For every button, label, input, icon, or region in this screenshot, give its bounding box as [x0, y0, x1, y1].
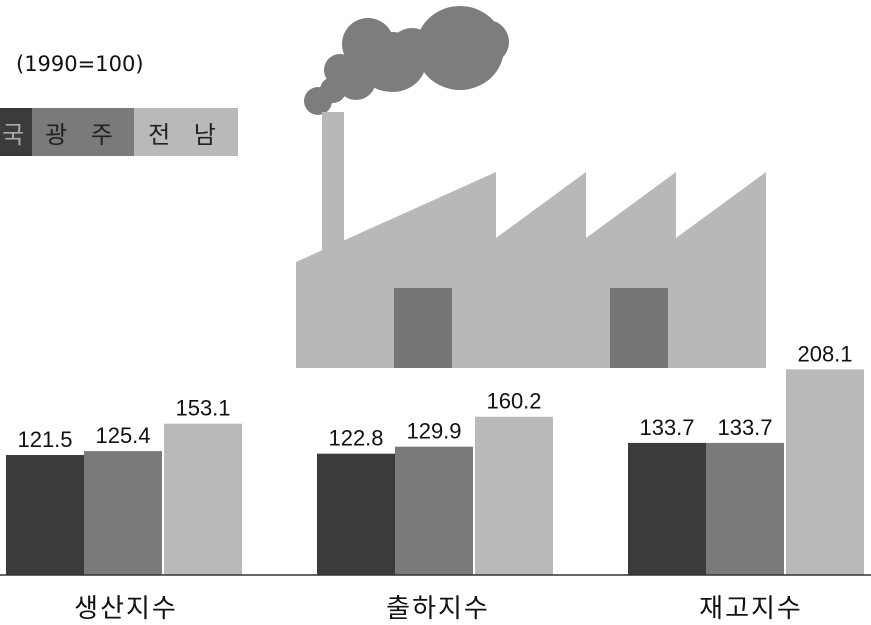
bar-layer — [6, 369, 864, 575]
bar-jeonnam-3 — [786, 369, 864, 575]
value-label-gwangju-3: 133.7 — [717, 415, 772, 440]
base-year-note: (1990=100) — [16, 52, 144, 76]
value-label-guk-2: 122.8 — [328, 426, 383, 451]
bar-gwangju-2 — [395, 446, 473, 575]
smoke-cloud — [304, 6, 509, 115]
bar-jeonnam-1 — [164, 423, 242, 575]
value-label-layer: 121.5 125.4 153.1 122.8 129.9 160.2 133.7 133.7… — [17, 341, 852, 452]
category-label-inventory: 재고지수 — [699, 594, 803, 624]
legend: 국 광 주 전 남 — [0, 108, 238, 156]
category-label-production: 생산지수 — [74, 594, 178, 624]
category-label-shipment: 출하지수 — [386, 594, 490, 624]
legend-item-jeonnam: 전 남 — [134, 108, 238, 156]
value-label-jeonnam-3: 208.1 — [797, 341, 852, 366]
factory-building — [296, 112, 766, 368]
legend-item-guk: 국 — [0, 108, 32, 156]
bar-guk-1 — [6, 454, 84, 575]
bar-guk-3 — [628, 442, 706, 575]
value-label-guk-3: 133.7 — [639, 415, 694, 440]
legend-item-gwangju: 광 주 — [32, 108, 134, 156]
value-label-jeonnam-2: 160.2 — [486, 389, 541, 414]
value-label-gwangju-2: 129.9 — [406, 419, 461, 444]
bar-jeonnam-2 — [475, 416, 553, 575]
value-label-gwangju-1: 125.4 — [95, 423, 150, 448]
bar-gwangju-3 — [706, 442, 784, 575]
bar-gwangju-1 — [84, 451, 162, 575]
factory-window — [610, 288, 668, 368]
factory-window — [394, 288, 452, 368]
value-label-jeonnam-1: 153.1 — [175, 396, 230, 421]
value-label-guk-1: 121.5 — [17, 427, 72, 452]
bar-guk-2 — [317, 453, 395, 575]
factory-illustration — [296, 6, 766, 368]
